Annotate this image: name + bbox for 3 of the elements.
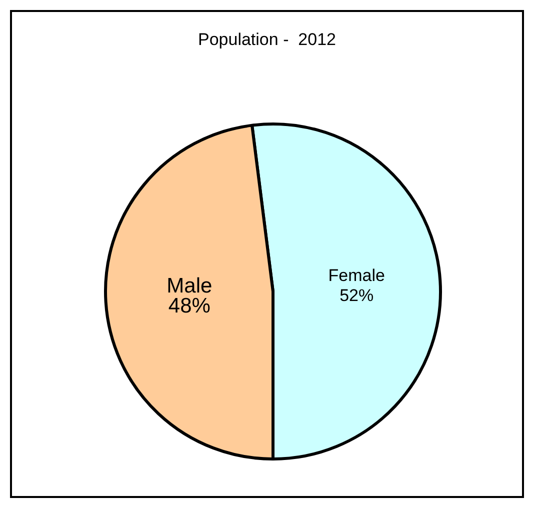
data-label: 52% — [340, 286, 374, 305]
chart-title: Population - 2012 — [197, 30, 337, 50]
slice-label: Female — [328, 266, 385, 285]
